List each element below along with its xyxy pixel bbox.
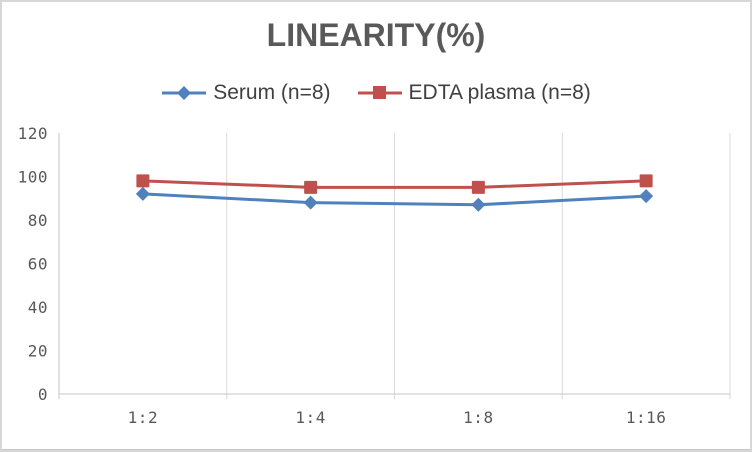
series-line-0 bbox=[141, 192, 648, 207]
data-point-square bbox=[304, 180, 318, 194]
y-tick-label: 100 bbox=[18, 168, 48, 187]
y-tick-label: 60 bbox=[28, 255, 48, 274]
chart-title: LINEARITY(%) bbox=[266, 17, 486, 53]
data-point-square bbox=[136, 174, 150, 188]
data-point-diamond bbox=[303, 195, 318, 210]
legend-label-edta-plasma: EDTA plasma (n=8) bbox=[408, 81, 591, 104]
series-line-1 bbox=[141, 179, 648, 189]
data-point-diamond bbox=[471, 197, 486, 212]
data-point-square bbox=[471, 180, 485, 194]
y-tick-label: 20 bbox=[28, 342, 48, 361]
edta-plasma-line-square-icon bbox=[357, 86, 402, 99]
data-point-diamond bbox=[639, 189, 654, 204]
x-tick-label: 1:4 bbox=[295, 408, 325, 427]
y-tick-label: 0 bbox=[38, 385, 48, 404]
y-tick-label: 40 bbox=[28, 298, 48, 317]
chart-legend: Serum (n=8) EDTA plasma (n=8) bbox=[0, 78, 752, 108]
y-tick-label: 80 bbox=[28, 211, 48, 230]
legend-item-edta-plasma: EDTA plasma (n=8) bbox=[357, 81, 591, 105]
legend-item-serum: Serum (n=8) bbox=[161, 81, 331, 105]
y-tick-label: 120 bbox=[18, 124, 48, 143]
serum-line-diamond-icon bbox=[162, 86, 207, 100]
legend-label-serum: Serum (n=8) bbox=[213, 81, 331, 104]
x-tick-label: 1:8 bbox=[463, 408, 493, 427]
data-point-diamond bbox=[135, 186, 150, 201]
data-point-square bbox=[639, 174, 653, 188]
x-tick-label: 1:2 bbox=[128, 408, 158, 427]
x-tick-label: 1:16 bbox=[626, 408, 667, 427]
